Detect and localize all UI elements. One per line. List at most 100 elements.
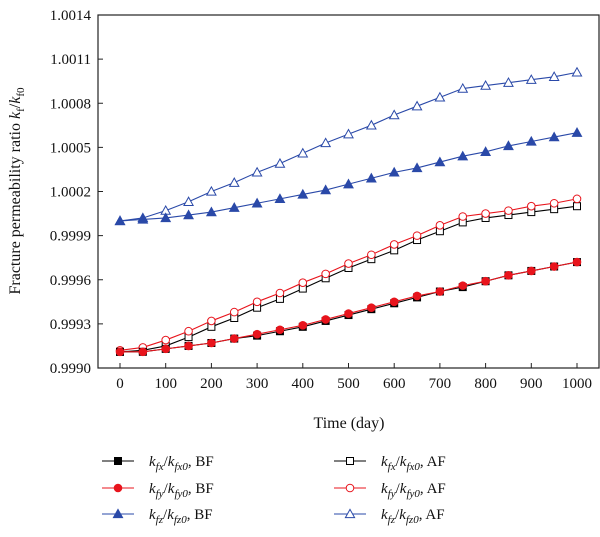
data-point <box>344 309 353 318</box>
y-tick-label: 1.0005 <box>50 140 91 156</box>
data-point <box>115 347 125 357</box>
data-point <box>503 77 514 87</box>
data-point <box>184 326 193 336</box>
data-point <box>161 335 170 345</box>
data-point <box>458 212 468 221</box>
series-2 <box>114 127 583 226</box>
data-point <box>205 185 217 196</box>
data-point <box>573 202 581 211</box>
data-point <box>434 91 446 102</box>
data-point <box>457 150 469 161</box>
legend-item: kfz/kfz0, AF <box>334 507 445 526</box>
data-point <box>343 128 354 139</box>
y-tick-label: 1.0002 <box>50 185 91 201</box>
data-point <box>504 271 513 280</box>
data-point <box>207 316 216 326</box>
y-tick-label: 1.0011 <box>50 52 91 68</box>
data-point <box>183 196 194 206</box>
data-point <box>458 281 468 290</box>
data-point <box>388 109 400 120</box>
data-point <box>434 156 446 167</box>
data-point <box>525 74 537 84</box>
data-point <box>411 100 423 111</box>
data-point <box>229 307 239 317</box>
y-tick-label: 0.9993 <box>50 317 91 333</box>
legend-label: kfz/kfz0, BF <box>149 507 213 526</box>
data-point <box>228 177 240 187</box>
x-tick-label: 600 <box>383 376 406 392</box>
data-point <box>571 66 583 77</box>
data-point <box>183 209 194 220</box>
x-tick-label: 0 <box>116 376 124 392</box>
data-point <box>365 119 377 130</box>
data-point <box>161 344 170 354</box>
legend-label: kfx/kfx0, BF <box>149 454 214 473</box>
series-layer <box>114 66 583 357</box>
data-point <box>411 162 423 173</box>
legend-marker <box>344 508 356 519</box>
data-point <box>412 231 422 240</box>
data-point <box>274 157 286 168</box>
data-point <box>527 266 536 276</box>
data-point <box>160 212 172 223</box>
legend-marker <box>346 457 354 465</box>
data-point <box>320 184 332 195</box>
data-point <box>572 194 582 204</box>
data-point <box>503 140 514 151</box>
x-tick-label: 900 <box>520 376 543 392</box>
legend-item: kfy/kfy0, AF <box>334 481 446 500</box>
data-point <box>389 297 399 307</box>
y-tick-label: 1.0014 <box>50 8 92 24</box>
data-point <box>320 137 332 148</box>
y-axis: 0.9990 0.9993 0.9996 0.9999 1.0002 1.0005 1.00… <box>50 8 103 377</box>
data-point <box>549 262 559 271</box>
data-point <box>504 206 513 215</box>
data-point <box>297 188 309 199</box>
y-tick-label: 0.9996 <box>50 273 92 289</box>
data-point <box>367 303 376 312</box>
data-point <box>481 209 490 218</box>
data-point <box>297 147 309 158</box>
data-point <box>251 166 263 177</box>
x-tick-label: 400 <box>292 376 315 392</box>
x-axis: 0 100 200 300 400 500 600 700 800 900 1000 <box>116 363 592 392</box>
x-tick-label: 700 <box>429 376 452 392</box>
legend-marker <box>345 483 355 493</box>
data-point <box>365 172 377 183</box>
x-tick-label: 300 <box>246 376 269 392</box>
legend-label: kfy/kfy0, AF <box>381 481 446 500</box>
data-point <box>525 135 537 146</box>
data-point <box>389 240 399 249</box>
legend-marker <box>113 483 123 493</box>
legend-label: kfx/kfx0, AF <box>381 454 446 473</box>
data-point <box>275 325 285 335</box>
data-point <box>343 178 354 189</box>
data-point <box>252 297 262 307</box>
data-point <box>274 193 286 204</box>
legend-item: kfz/kfz0, BF <box>102 507 213 526</box>
legend-item: kfx/kfx0, AF <box>334 454 446 473</box>
y-tick-label: 1.0008 <box>50 96 91 112</box>
data-point <box>321 269 330 279</box>
data-point <box>388 166 400 177</box>
data-point <box>435 287 445 296</box>
legend-label: kfz/kfz0, AF <box>381 507 445 526</box>
data-point <box>549 198 559 208</box>
data-point <box>229 334 239 343</box>
legend-marker <box>114 457 122 465</box>
y-tick-label: 0.9990 <box>50 361 91 377</box>
data-point <box>548 71 560 81</box>
x-tick-label: 500 <box>337 376 360 392</box>
data-point <box>548 131 560 142</box>
data-point <box>481 276 490 286</box>
data-point <box>321 315 330 324</box>
y-tick-label: 0.9999 <box>50 229 91 245</box>
data-point <box>114 215 126 226</box>
series-1 <box>115 257 582 357</box>
data-point <box>572 257 582 267</box>
data-point <box>457 82 469 93</box>
data-point <box>207 338 216 348</box>
x-tick-label: 1000 <box>562 376 592 392</box>
data-point <box>344 259 353 268</box>
